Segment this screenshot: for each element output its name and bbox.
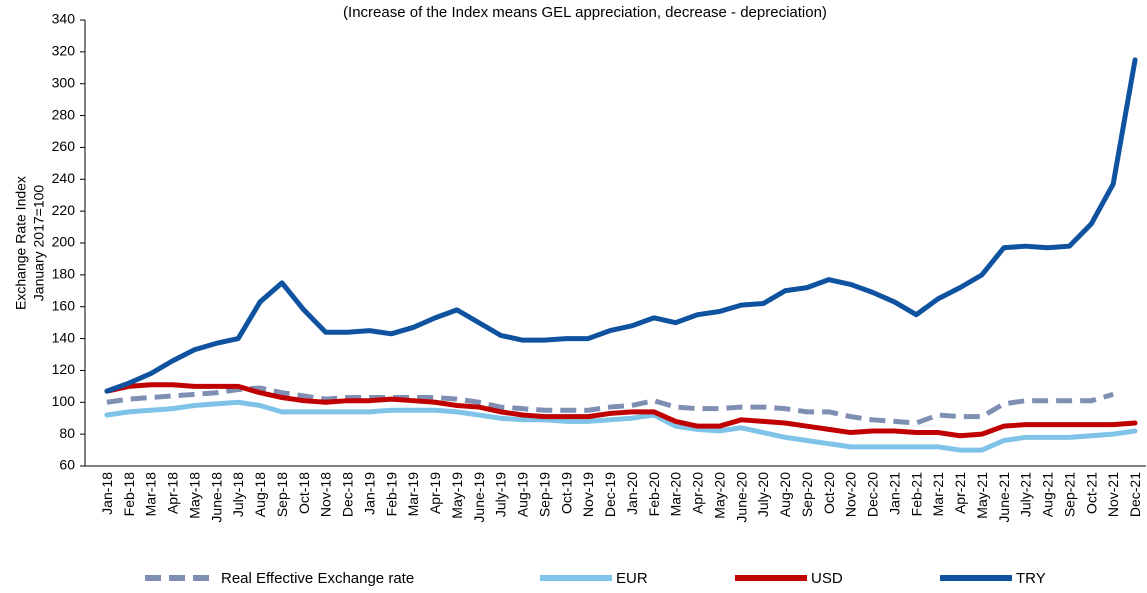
x-tick-label: Aug-20 — [777, 472, 793, 517]
x-tick-label: May-21 — [974, 472, 990, 519]
y-tick-label: 60 — [59, 457, 75, 473]
x-tick-label: July-18 — [230, 472, 246, 517]
x-tick-label: Feb-19 — [383, 472, 399, 517]
y-tick-label: 300 — [52, 74, 76, 90]
y-tick-label: 220 — [52, 202, 76, 218]
y-tick-label: 80 — [59, 425, 75, 441]
x-tick-label: Apr-19 — [427, 472, 443, 514]
y-tick-label: 320 — [52, 43, 76, 59]
x-tick-label: Dec-19 — [602, 472, 618, 517]
y-tick-label: 240 — [52, 170, 76, 186]
y-tick-label: 140 — [52, 329, 76, 345]
x-tick-label: Dec-20 — [865, 472, 881, 517]
x-tick-label: Nov-19 — [580, 472, 596, 517]
x-tick-label: Dec-21 — [1127, 472, 1143, 517]
y-axis-label: January 2017=100 — [31, 185, 47, 302]
x-tick-label: Apr-21 — [952, 472, 968, 514]
x-tick-label: Oct-18 — [296, 472, 312, 514]
x-tick-label: May-19 — [449, 472, 465, 519]
series-line — [104, 57, 1138, 394]
x-tick-label: Mar-18 — [143, 472, 159, 517]
x-tick-label: Sep-20 — [799, 472, 815, 517]
legend-label: EUR — [616, 570, 648, 587]
x-tick-label: Feb-18 — [121, 472, 137, 517]
x-tick-label: Jan-20 — [624, 472, 640, 515]
x-tick-label: Nov-18 — [318, 472, 334, 517]
x-tick-label: Jan-21 — [886, 472, 902, 515]
y-tick-label: 340 — [52, 11, 76, 27]
y-tick-label: 280 — [52, 106, 76, 122]
x-tick-label: June-21 — [996, 472, 1012, 523]
x-tick-label: Nov-21 — [1105, 472, 1121, 517]
y-tick-label: 200 — [52, 234, 76, 250]
x-tick-label: Aug-19 — [515, 472, 531, 517]
series-line — [104, 399, 1138, 453]
x-tick-label: Jan-18 — [99, 472, 115, 515]
x-tick-label: Sep-18 — [274, 472, 290, 517]
x-tick-label: Feb-20 — [646, 472, 662, 517]
x-tick-label: Aug-18 — [252, 472, 268, 517]
x-tick-label: June-18 — [208, 472, 224, 523]
legend-label: USD — [811, 570, 843, 587]
series-line — [106, 385, 1114, 426]
x-tick-label: Apr-20 — [690, 472, 706, 514]
x-tick-label: Feb-21 — [908, 472, 924, 517]
legend-label: TRY — [1016, 570, 1046, 587]
y-tick-label: 120 — [52, 361, 76, 377]
y-tick-label: 100 — [52, 393, 76, 409]
x-tick-label: Aug-21 — [1040, 472, 1056, 517]
x-tick-label: Mar-21 — [930, 472, 946, 517]
x-tick-label: July-19 — [493, 472, 509, 517]
x-tick-label: Sep-21 — [1061, 472, 1077, 517]
x-tick-label: June-20 — [733, 472, 749, 523]
chart-title: (Increase of the Index means GEL appreci… — [343, 4, 827, 21]
x-tick-label: Nov-20 — [843, 472, 859, 517]
x-tick-label: Sep-19 — [536, 472, 552, 517]
x-tick-label: Oct-19 — [558, 472, 574, 514]
x-tick-label: Mar-20 — [668, 472, 684, 517]
series-line — [104, 382, 1138, 439]
x-tick-label: July-21 — [1018, 472, 1034, 517]
x-tick-label: Oct-21 — [1083, 472, 1099, 514]
legend-label: Real Effective Exchange rate — [221, 570, 414, 587]
x-tick-label: Oct-20 — [821, 472, 837, 514]
x-tick-label: Apr-18 — [165, 472, 181, 514]
x-tick-label: May-18 — [186, 472, 202, 519]
x-tick-label: Jan-19 — [361, 472, 377, 515]
x-tick-label: June-19 — [471, 472, 487, 523]
x-tick-label: Dec-18 — [340, 472, 356, 517]
x-tick-label: Mar-19 — [405, 472, 421, 517]
x-tick-label: May-20 — [711, 472, 727, 519]
x-tick-label: July-20 — [755, 472, 771, 517]
y-axis-label: Exchange Rate Index — [13, 176, 29, 310]
y-tick-label: 160 — [52, 297, 76, 313]
y-tick-label: 180 — [52, 266, 76, 282]
y-tick-label: 260 — [52, 138, 76, 154]
